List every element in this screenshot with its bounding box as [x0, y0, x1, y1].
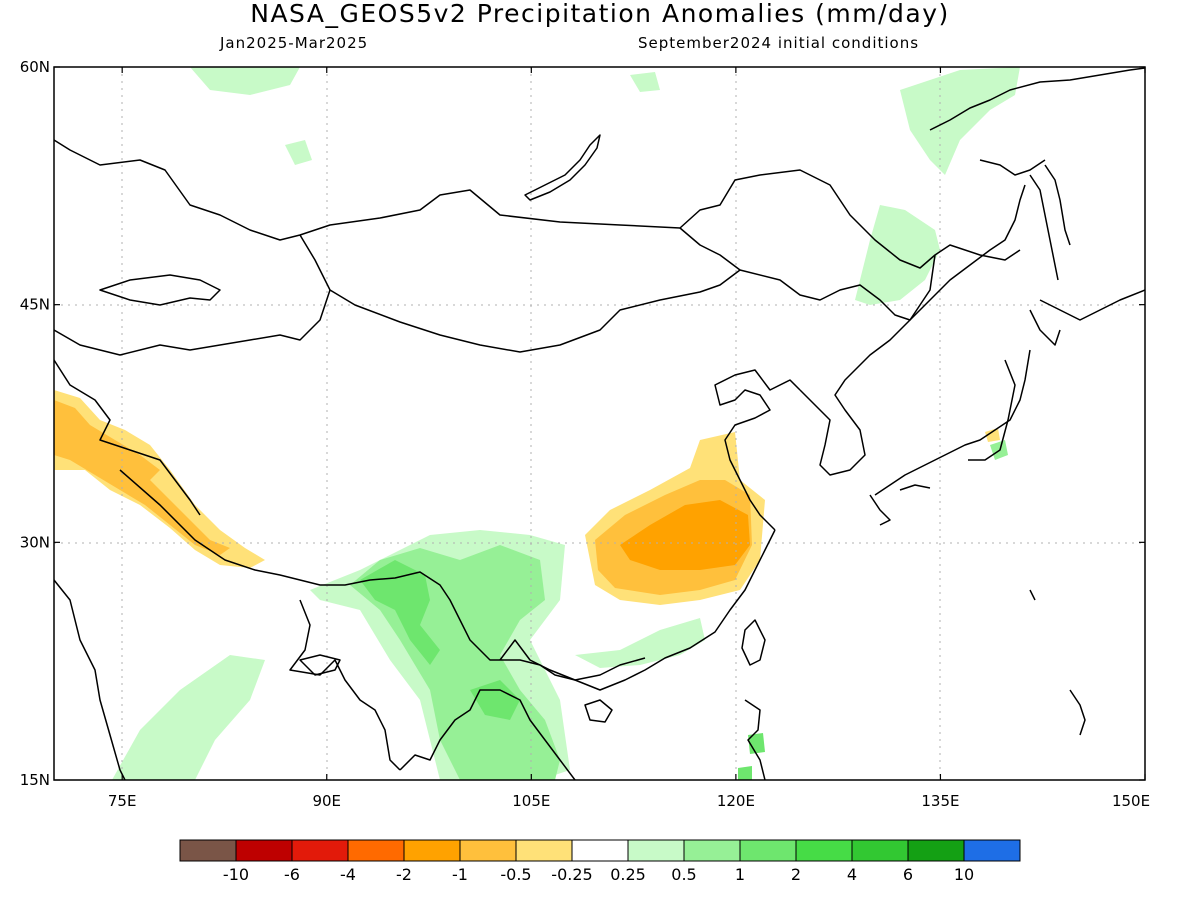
colorbar-swatch — [627, 839, 685, 862]
plot-frame — [53, 66, 1146, 781]
colorbar-swatch — [515, 839, 573, 862]
colorbar-label: 0.5 — [671, 865, 696, 884]
anomaly-shading — [54, 67, 1020, 780]
lat-tick-label: 60N — [20, 58, 50, 76]
colorbar-swatch — [795, 839, 853, 862]
colorbar-legend: -10 -6 -4 -2 -1 -0.5 -0.25 0.25 0.5 1 2 4 6 10 — [179, 839, 1021, 884]
colorbar-label: 6 — [903, 865, 913, 884]
anomaly-taiwan-wet-2 — [738, 766, 752, 780]
lon-tick-label: 135E — [921, 792, 959, 810]
axis-ticks: 75E 90E 105E 120E 135E 150E 60N 45N 30N 15N — [20, 58, 1150, 810]
lat-tick-label: 15N — [20, 771, 50, 789]
lat-tick-label: 30N — [20, 533, 50, 551]
anomaly-manchuria-wet — [855, 205, 940, 305]
coastlines-and-borders — [54, 67, 1145, 780]
lon-tick-label: 150E — [1112, 792, 1150, 810]
lon-tick-label: 75E — [108, 792, 137, 810]
colorbar-swatch — [459, 839, 517, 862]
colorbar-label: -6 — [284, 865, 300, 884]
colorbar-label: 2 — [791, 865, 801, 884]
colorbar-swatch — [291, 839, 349, 862]
colorbar-swatch — [907, 839, 965, 862]
anomaly-se-asia-light-2 — [575, 618, 705, 668]
anomaly-siberia-wet — [190, 67, 300, 95]
colorbar-label: 10 — [954, 865, 974, 884]
anomaly-india-wet — [112, 655, 265, 780]
colorbar-swatch — [403, 839, 461, 862]
colorbar-swatch — [739, 839, 797, 862]
colorbar-label: 1 — [735, 865, 745, 884]
colorbar-swatch — [683, 839, 741, 862]
lon-tick-label: 120E — [717, 792, 755, 810]
lon-tick-label: 105E — [512, 792, 550, 810]
anomaly-manchuria-wet-2 — [630, 72, 660, 92]
colorbar-label: 4 — [847, 865, 857, 884]
lon-tick-label: 90E — [312, 792, 341, 810]
colorbar-label: -10 — [223, 865, 249, 884]
anomaly-taiwan-wet — [748, 733, 765, 754]
anomaly-west-himalaya-mid — [54, 400, 230, 555]
colorbar-swatch — [347, 839, 405, 862]
anomaly-okhotsk-wet — [900, 67, 1020, 175]
colorbar-label: 0.25 — [610, 865, 646, 884]
colorbar-swatch — [851, 839, 909, 862]
colorbar-label: -2 — [396, 865, 412, 884]
anomaly-myanmar-wet — [360, 560, 440, 665]
colorbar-label: -0.25 — [551, 865, 592, 884]
colorbar-label: -0.5 — [500, 865, 531, 884]
colorbar-swatch — [963, 839, 1021, 862]
anomaly-siberia-wet-2 — [285, 140, 312, 165]
colorbar-label: -1 — [452, 865, 468, 884]
lat-tick-label: 45N — [20, 296, 50, 314]
anomaly-west-himalaya-light — [54, 390, 265, 568]
colorbar-swatch — [235, 839, 293, 862]
colorbar-label: -4 — [340, 865, 356, 884]
colorbar-swatch — [571, 839, 629, 862]
map-title: NASA_GEOS5v2 Precipitation Anomalies (mm… — [250, 0, 950, 28]
anomaly-japan-dry — [985, 428, 1000, 442]
anomaly-east-china-core — [620, 500, 750, 570]
colorbar-swatch — [179, 839, 237, 862]
initial-conditions: September2024 initial conditions — [638, 34, 920, 52]
forecast-period: Jan2025-Mar2025 — [220, 34, 369, 52]
